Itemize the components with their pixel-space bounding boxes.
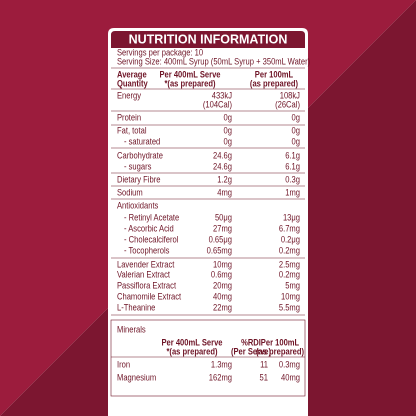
value: 4mg: [217, 187, 232, 198]
row-label: - Cholecalciferol: [124, 234, 179, 245]
row-label: Passiflora Extract: [117, 280, 177, 291]
value: 0.3mg: [279, 359, 300, 370]
row-label: L-Theanine: [117, 302, 156, 313]
column-header: (Per Serve): [231, 346, 271, 357]
value: (26Cal): [275, 99, 300, 110]
value: 433kJ: [212, 90, 232, 101]
row-label: Magnesium: [117, 372, 156, 383]
value: 0g: [224, 112, 233, 123]
value: 162mg: [209, 372, 232, 383]
value: 108kJ: [280, 90, 300, 101]
value: 6.1g: [285, 161, 300, 172]
value: 0.2mg: [279, 269, 300, 280]
value: (104Cal): [203, 99, 232, 110]
value: 5.5mg: [279, 302, 300, 313]
value: 1.2g: [217, 174, 232, 185]
value: 6.7mg: [279, 223, 300, 234]
row-label: Energy: [117, 90, 142, 101]
value: 10mg: [213, 259, 232, 270]
value: 5mg: [285, 280, 300, 291]
column-header: *(as prepared): [164, 78, 215, 89]
row-label: Protein: [117, 112, 141, 123]
column-header: Per 100mL: [255, 69, 293, 80]
row-label: Dietary Fibre: [117, 174, 161, 185]
value: 6.1g: [285, 150, 300, 161]
value: 13μg: [283, 212, 300, 223]
row-label: - Retinyl Acetate: [124, 212, 179, 223]
column-header: Average: [117, 69, 147, 80]
value: 20mg: [213, 280, 232, 291]
column-header: %RDI: [241, 337, 261, 348]
value: 27mg: [213, 223, 232, 234]
value: 0g: [224, 136, 233, 147]
value: 0g: [292, 125, 301, 136]
column-header: Per 400mL Serve: [159, 69, 220, 80]
value: 40mg: [281, 372, 300, 383]
row-label: - Tocopherols: [124, 245, 169, 256]
minerals-title: Minerals: [117, 324, 146, 335]
row-label: - saturated: [124, 136, 160, 147]
column-header: (as prepared): [250, 78, 298, 89]
value: 0g: [292, 136, 301, 147]
value: 50μg: [215, 212, 232, 223]
value: 10mg: [281, 291, 300, 302]
value: 51: [260, 372, 269, 383]
value: 0.3g: [285, 174, 300, 185]
value: 0.65μg: [209, 234, 233, 245]
value: 40mg: [213, 291, 232, 302]
value: 2.5mg: [279, 259, 300, 270]
value: 11: [260, 359, 268, 370]
column-header: (as prepared): [256, 346, 304, 357]
value: 0g: [292, 112, 301, 123]
value: 0g: [224, 125, 233, 136]
value: 0.65mg: [207, 245, 233, 256]
row-label: Chamomile Extract: [117, 291, 182, 302]
value: 24.6g: [213, 161, 232, 172]
value: 1.3mg: [211, 359, 232, 370]
undefined: Serving Size: 400mL Syrup (50mL Syrup + …: [117, 56, 310, 67]
row-label: Sodium: [117, 187, 143, 198]
value: 1mg: [285, 187, 300, 198]
column-header: Per 100mL: [261, 337, 299, 348]
column-header: Quantity: [117, 78, 148, 89]
value: 0.6mg: [211, 269, 232, 280]
row-label: Carbohydrate: [117, 150, 163, 161]
column-header: Per 400mL Serve: [161, 337, 222, 348]
value: 0.2mg: [279, 245, 300, 256]
title: NUTRITION INFORMATION: [129, 32, 288, 46]
column-header: *(as prepared): [166, 346, 217, 357]
row-label: - Ascorbic Acid: [124, 223, 174, 234]
row-label: Valerian Extract: [117, 269, 171, 280]
row-label: - sugars: [124, 161, 151, 172]
undefined: Servings per package: 10: [117, 47, 203, 58]
row-label: Fat, total: [117, 125, 147, 136]
row-label: Antioxidants: [117, 200, 158, 211]
row-label: Lavender Extract: [117, 259, 175, 270]
value: 24.6g: [213, 150, 232, 161]
minerals-box: [110, 319, 306, 397]
value: 22mg: [213, 302, 232, 313]
row-label: Iron: [117, 359, 130, 370]
value: 0.2μg: [281, 234, 300, 245]
